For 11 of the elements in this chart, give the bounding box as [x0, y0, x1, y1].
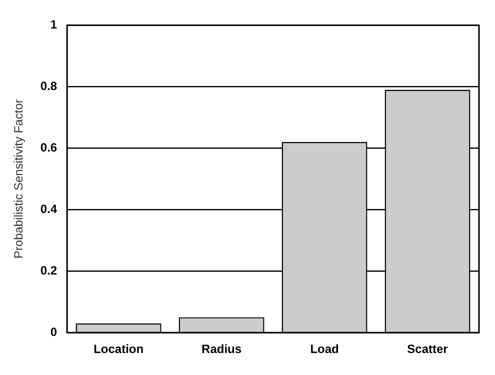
y-axis-title: Probabilistic Sensitivity Factor — [12, 99, 26, 259]
y-tick-label: 0.2 — [40, 263, 58, 278]
y-tick-label: 0.8 — [40, 78, 58, 93]
x-tick-label: Location — [94, 342, 144, 356]
x-tick-label: Load — [310, 342, 339, 356]
x-tick-label: Scatter — [407, 342, 448, 356]
x-tick-label: Radius — [202, 342, 242, 356]
y-tick-label: 0.6 — [40, 140, 58, 154]
y-tick-label: 1 — [50, 18, 58, 32]
y-tick-label: 0 — [50, 324, 58, 339]
y-tick-label: 0.4 — [40, 202, 58, 216]
